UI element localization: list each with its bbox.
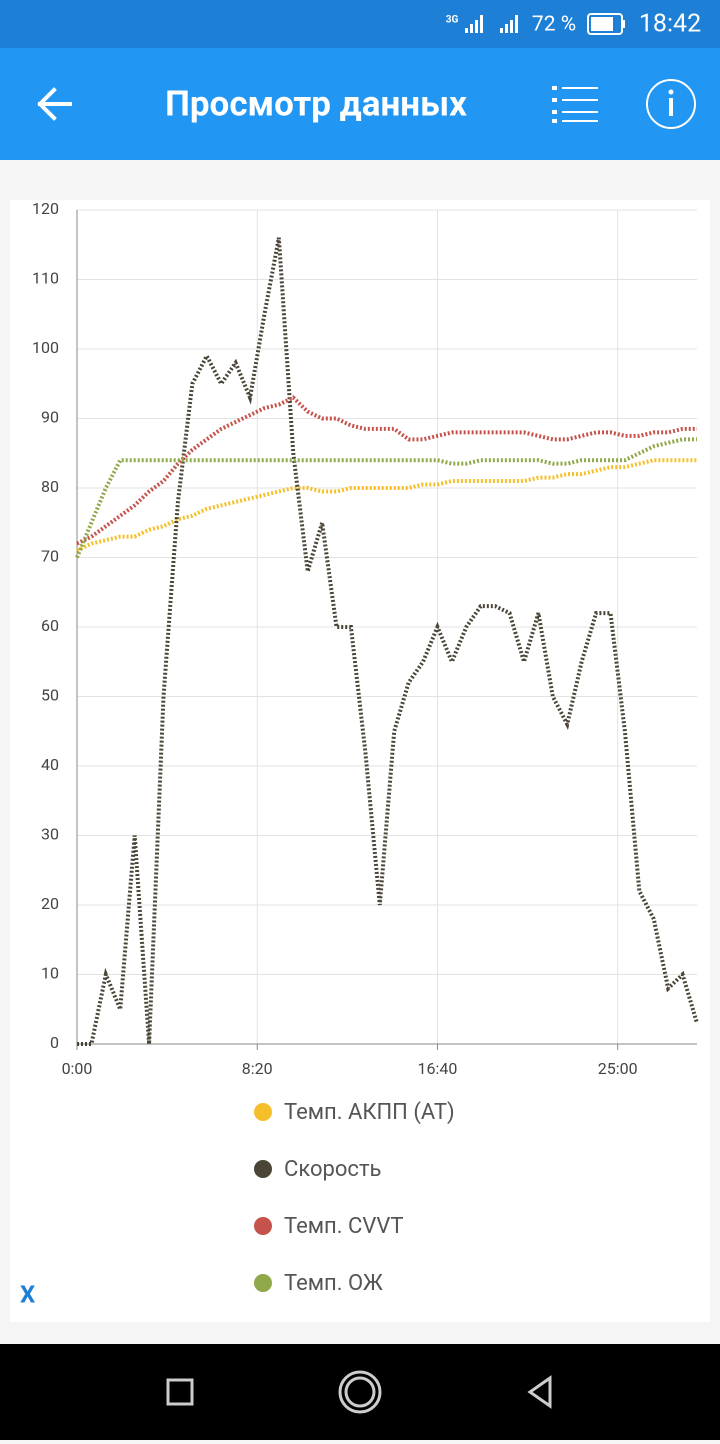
y-tick-label: 90 <box>41 408 59 427</box>
y-tick-label: 120 <box>32 199 59 218</box>
battery-icon <box>587 13 625 35</box>
back-nav-button[interactable] <box>527 1375 552 1409</box>
chart-card <box>10 200 710 1322</box>
series-line <box>77 237 699 1046</box>
info-button[interactable] <box>646 79 696 129</box>
y-tick-label: 20 <box>41 894 59 913</box>
y-tick-label: 110 <box>32 269 59 288</box>
y-tick-label: 30 <box>41 825 59 844</box>
legend-label: Темп. АКПП (AT) <box>284 1100 455 1125</box>
clock: 18:42 <box>639 10 701 39</box>
y-tick-label: 40 <box>41 755 59 774</box>
back-button[interactable] <box>37 87 72 121</box>
app-title: Просмотр данных <box>165 83 467 124</box>
legend-swatch <box>254 1160 272 1178</box>
network-type: 3G <box>446 15 459 26</box>
y-tick-label: 50 <box>41 686 59 705</box>
legend-swatch <box>254 1274 272 1292</box>
x-tick-label: 16:40 <box>418 1059 458 1078</box>
recent-apps-button[interactable] <box>166 1378 194 1406</box>
y-tick-label: 10 <box>41 964 59 983</box>
x-tick-label: 0:00 <box>62 1059 93 1078</box>
y-tick-label: 0 <box>50 1033 59 1052</box>
signal-icons <box>465 15 518 33</box>
nav-bar <box>0 1344 720 1440</box>
y-tick-label: 80 <box>41 477 59 496</box>
series-line <box>76 395 697 546</box>
y-tick-label: 70 <box>41 547 59 566</box>
legend-label: Темп. ОЖ <box>284 1271 383 1296</box>
home-button[interactable] <box>338 1370 382 1414</box>
legend-label: Скорость <box>284 1157 381 1182</box>
x-tick-label: 25:00 <box>598 1059 638 1078</box>
battery-level: 72 % <box>532 13 576 37</box>
legend-label: Темп. CVVT <box>284 1214 403 1239</box>
plot: 0 10 20 30 40 50 60 70 80 90 100 110 120 0:00 8:20 16:4… <box>32 199 699 1296</box>
y-tick-label: 100 <box>32 338 59 357</box>
app-bar <box>0 48 720 160</box>
x-tick-label: 8:20 <box>242 1059 273 1078</box>
list-button[interactable] <box>552 86 598 123</box>
axis-toggle[interactable]: X <box>20 1280 35 1308</box>
legend-swatch <box>254 1217 272 1235</box>
series-line <box>75 437 697 559</box>
legend-swatch <box>254 1103 272 1121</box>
y-tick-label: 60 <box>41 616 59 635</box>
series-line <box>76 458 697 553</box>
